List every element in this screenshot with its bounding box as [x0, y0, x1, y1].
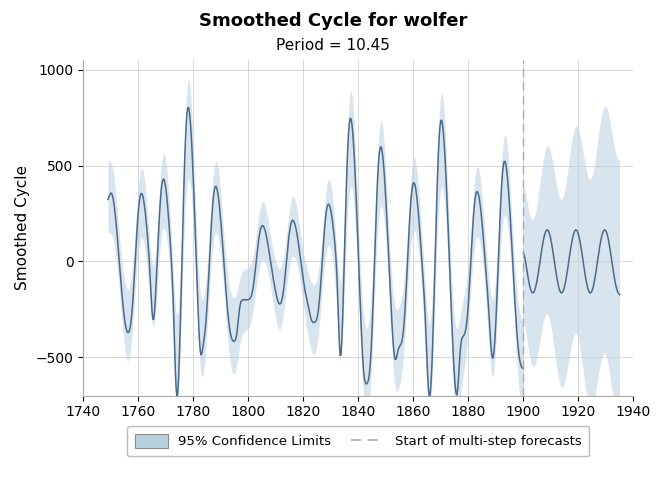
Y-axis label: Smoothed Cycle: Smoothed Cycle [15, 166, 30, 290]
Legend: 95% Confidence Limits, Start of multi-step forecasts: 95% Confidence Limits, Start of multi-st… [127, 426, 589, 456]
Text: Period = 10.45: Period = 10.45 [276, 38, 390, 52]
X-axis label: year: year [341, 425, 376, 440]
Text: Smoothed Cycle for wolfer: Smoothed Cycle for wolfer [199, 12, 467, 30]
